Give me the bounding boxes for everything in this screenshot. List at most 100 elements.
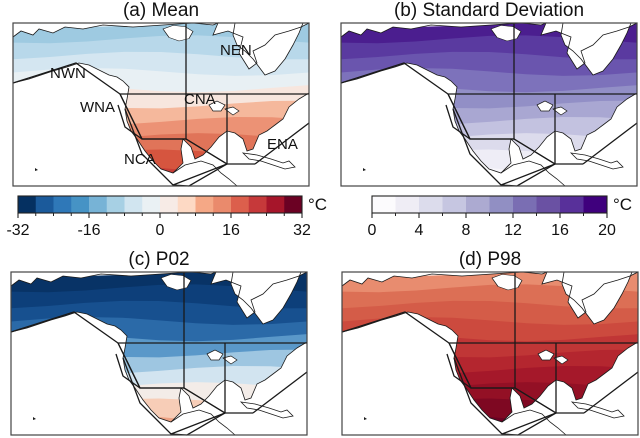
colorbar-swatch (213, 196, 232, 213)
region-boundary-nca (119, 93, 229, 187)
great-lakes (206, 349, 238, 365)
coastline (341, 271, 639, 423)
map-frame (10, 271, 308, 436)
temperature-band (341, 35, 637, 61)
region-boundary-nca-east (170, 412, 226, 435)
temperature-band (11, 284, 307, 310)
caribbean-islands (570, 401, 625, 419)
colorbar-swatch (35, 196, 54, 213)
region-boundary-nwn (10, 311, 184, 344)
greenland-landmass (560, 22, 632, 76)
region-label-nen: NEN (220, 42, 252, 59)
region-label-wna: WNA (80, 99, 115, 116)
temperature-band (13, 35, 309, 61)
map-frame (341, 271, 639, 436)
colorbar-mean: -32 -16 0 16 32 °C (6, 195, 327, 239)
region-boundary-nca-west (115, 353, 141, 389)
central-america-coast (500, 160, 566, 187)
region-boundary-nca (448, 342, 558, 436)
colorbar-tick-label: 16 (222, 222, 240, 239)
region-boundary-nca (447, 93, 557, 187)
colorbar-unit-label: °C (308, 195, 327, 214)
region-boundary-nca (117, 342, 227, 436)
colorbar-swatch (106, 196, 125, 213)
colorbar-tick-label: 4 (415, 222, 424, 239)
colorbar-swatch (89, 196, 108, 213)
colorbar-swatch (231, 196, 250, 213)
region-labels: NWN NEN WNA CNA ENA NCA (50, 42, 298, 168)
colorbar-swatch (124, 196, 143, 213)
temperature-band (342, 284, 638, 310)
colorbar-swatch (395, 196, 420, 213)
colorbar-swatch (466, 196, 490, 213)
central-america-coast (172, 160, 238, 187)
colorbar-swatch (160, 196, 179, 213)
colorbar-tick-label: 20 (598, 222, 616, 239)
colorbar-swatch (177, 196, 196, 213)
colorbar-swatch (489, 196, 514, 213)
region-boundary-nwn (341, 311, 515, 344)
panel-title-standard-deviation: (b) Standard Deviation (393, 0, 585, 21)
caribbean-islands (241, 152, 296, 170)
panel-title-p02: (c) P02 (128, 249, 190, 270)
region-boundary-nca-west (446, 353, 472, 389)
region-label-nwn: NWN (50, 65, 86, 82)
hawaii-marker (33, 417, 36, 420)
coastline (340, 22, 638, 174)
caribbean-islands (569, 152, 624, 170)
map-frame (12, 22, 310, 187)
greenland-landmass (561, 271, 633, 325)
region-boundary-ena-diagonal (252, 371, 308, 414)
region-label-nca: NCA (124, 151, 156, 168)
map-frame (340, 22, 638, 187)
colorbar-swatch (419, 196, 443, 213)
hawaii-marker (364, 417, 367, 420)
colorbar-swatch (266, 196, 285, 213)
greenland-landmass (230, 271, 302, 325)
temperature-band (341, 165, 637, 173)
region-boundary-nca-west (445, 104, 471, 140)
map-panel-standard-deviation (340, 22, 638, 187)
panel-title-p98: (d) P98 (458, 249, 522, 270)
hawaii-marker (363, 168, 366, 171)
map-panel-mean (12, 22, 310, 187)
greenland-landmass (232, 22, 304, 76)
colorbar-tick-label: -16 (77, 222, 100, 239)
colorbar-swatch (536, 196, 561, 213)
region-boundary-ena-diagonal (582, 122, 638, 165)
central-america-coast (170, 409, 236, 436)
colorbar-tick-label: 0 (368, 222, 377, 239)
great-lakes (536, 100, 568, 116)
colorbar-swatch (284, 196, 303, 213)
colorbar-swatch (71, 196, 90, 213)
colorbar-tick-label: 8 (462, 222, 471, 239)
colorbar-swatch (583, 196, 608, 213)
region-boundary-ena-diagonal (583, 371, 639, 414)
coastline (12, 22, 310, 174)
colorbar-tick-label: 12 (504, 222, 522, 239)
colorbar-swatch (248, 196, 267, 213)
central-america-coast (501, 409, 567, 436)
region-boundary-nca-west (117, 104, 143, 140)
colorbar-unit-label: °C (613, 195, 632, 214)
colorbar-tick-label: -32 (6, 222, 29, 239)
hawaii-marker (35, 168, 38, 171)
colorbar-swatch (195, 196, 214, 213)
region-label-ena: ENA (267, 136, 298, 153)
great-lakes (208, 100, 240, 116)
great-lakes (537, 349, 569, 365)
map-panel-p02 (10, 271, 308, 436)
colorbar-swatch (53, 196, 72, 213)
region-boundary-nwn (12, 62, 186, 95)
region-boundary-ena-diagonal (254, 122, 310, 165)
colorbar-tick-label: 32 (293, 222, 311, 239)
colorbar-swatch (372, 196, 396, 213)
map-panel-p98 (341, 271, 639, 436)
region-boundary-nca-east (500, 163, 556, 186)
colorbar-tick-label: 0 (156, 222, 165, 239)
region-boundary-nca-east (172, 163, 228, 186)
colorbar-swatch (18, 196, 37, 213)
region-label-cna: CNA (184, 91, 216, 108)
colorbar-standard-deviation: 0 4 8 12 16 20 °C (368, 195, 633, 239)
